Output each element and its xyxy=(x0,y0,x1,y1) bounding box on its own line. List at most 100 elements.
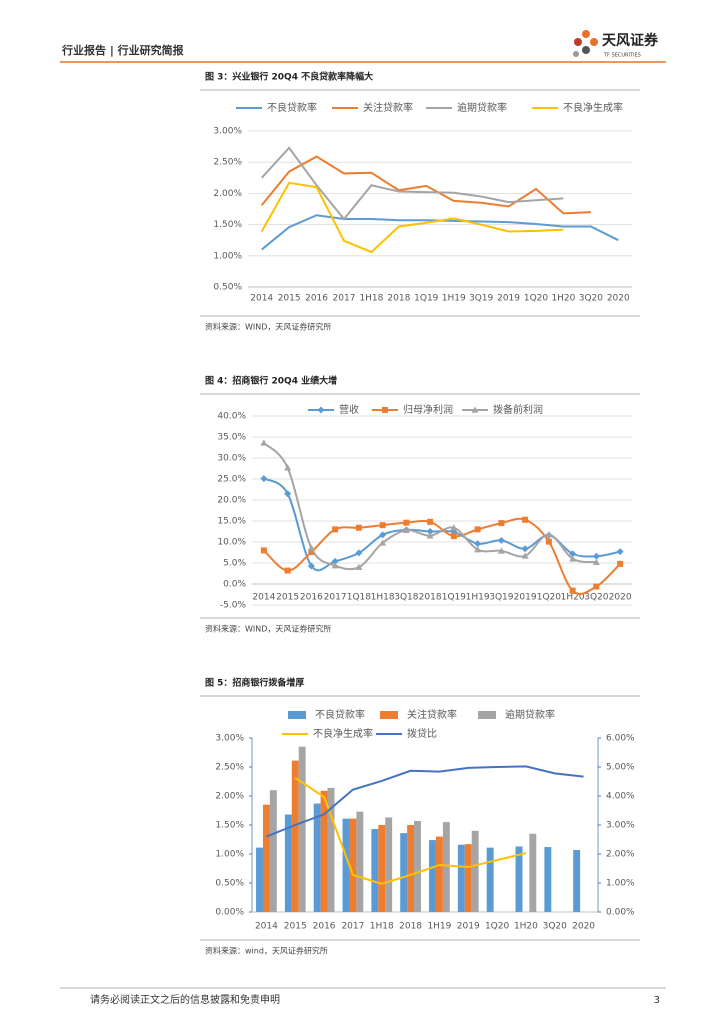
x-tick-label: 2015 xyxy=(284,922,307,932)
line xyxy=(260,155,591,215)
marker xyxy=(450,533,457,540)
x-tick-label: 2016 xyxy=(300,593,323,603)
bar xyxy=(256,847,263,912)
x-tick-label: 2020 xyxy=(607,294,630,304)
bar xyxy=(442,822,450,912)
bar xyxy=(407,825,415,912)
y-tick-label: 0.50% xyxy=(213,283,242,293)
marker xyxy=(616,548,624,556)
marker xyxy=(284,490,292,498)
y2-tick-label: 2.00% xyxy=(606,850,635,860)
marker xyxy=(307,562,315,570)
chart-source: 资料来源：WIND，天风证券研究所 xyxy=(205,322,331,332)
y-tick-label: 35.0% xyxy=(217,433,246,443)
marker xyxy=(379,531,387,539)
marker xyxy=(284,567,291,574)
x-tick-label: 2014 xyxy=(252,593,275,603)
y-tick-label: 30.0% xyxy=(217,454,246,464)
bar xyxy=(298,746,306,912)
bar xyxy=(269,790,277,912)
marker xyxy=(426,528,434,535)
y-tick-label: 3.00% xyxy=(213,127,242,137)
y-tick-label: 3.00% xyxy=(215,734,244,744)
bar xyxy=(435,836,443,912)
legend-label: 关注贷款率 xyxy=(363,101,413,114)
marker xyxy=(474,540,482,548)
x-tick-label: 3Q19 xyxy=(469,294,494,304)
marker xyxy=(307,544,315,551)
y-tick-label: 1.50% xyxy=(213,220,242,230)
x-tick-label: 1H18 xyxy=(371,593,395,603)
bar xyxy=(414,820,421,912)
bar xyxy=(471,830,479,912)
bar xyxy=(486,847,494,912)
x-tick-label: 2019 xyxy=(514,593,537,603)
bar xyxy=(457,844,465,912)
marker xyxy=(379,539,387,546)
legend-label: 不良净生成率 xyxy=(313,727,373,740)
y-tick-label: 25.0% xyxy=(217,475,246,485)
x-tick-label: 2019 xyxy=(457,922,480,932)
legend-swatch xyxy=(380,711,398,719)
bar xyxy=(371,829,379,912)
chart-source: 资料来源：wind，天风证券研究所 xyxy=(205,946,328,956)
x-tick-label: 1H19 xyxy=(442,294,466,304)
logo-subtext: TF SECURITIES xyxy=(603,53,641,59)
x-tick-label: 1H20 xyxy=(514,922,538,932)
y2-tick-label: 1.00% xyxy=(606,879,635,889)
line xyxy=(260,146,564,221)
legend-label: 不良贷款率 xyxy=(267,101,317,114)
logo-text: 天风证券 xyxy=(602,32,659,49)
x-tick-label: 1H18 xyxy=(370,922,394,932)
x-tick-label: 2016 xyxy=(313,922,336,932)
legend-swatch xyxy=(288,711,306,719)
bar xyxy=(291,760,299,912)
y-tick-label: 20.0% xyxy=(217,496,246,506)
logo-icon xyxy=(573,30,598,57)
x-tick-label: 2019 xyxy=(497,294,520,304)
y-tick-label: 2.50% xyxy=(213,158,242,168)
x-tick-label: 1Q20 xyxy=(485,922,510,932)
header-title: 行业报告 | 行业研究简报 xyxy=(61,43,185,57)
marker xyxy=(355,524,362,531)
y-tick-label: 0.0% xyxy=(223,580,246,590)
chart-title: 图 5：招商银行拨备增厚 xyxy=(205,677,304,689)
x-tick-label: 3Q19 xyxy=(489,593,514,603)
x-tick-label: 1H19 xyxy=(427,922,451,932)
marker xyxy=(522,516,529,523)
marker xyxy=(355,549,363,557)
marker xyxy=(521,545,529,553)
legend-label: 关注贷款率 xyxy=(407,708,457,721)
marker xyxy=(545,530,553,538)
legend-label: 拨贷比 xyxy=(407,727,437,740)
y2-tick-label: 0.00% xyxy=(606,908,635,918)
marker xyxy=(497,536,505,544)
bar xyxy=(385,817,393,912)
x-tick-label: 1H20 xyxy=(551,294,575,304)
marker xyxy=(569,587,576,594)
chart-title: 图 3：兴业银行 20Q4 不良贷款率降幅大 xyxy=(205,71,373,83)
chart-title: 图 4：招商银行 20Q4 业绩大增 xyxy=(205,375,337,387)
x-tick-label: 1Q20 xyxy=(524,294,549,304)
marker xyxy=(569,550,577,558)
bar xyxy=(349,818,357,912)
x-tick-label: 2017 xyxy=(341,922,364,932)
x-tick-label: 2016 xyxy=(305,294,328,304)
marker xyxy=(592,558,600,565)
marker xyxy=(592,552,600,560)
bar xyxy=(356,811,364,912)
x-tick-label: 3Q20 xyxy=(579,294,604,304)
marker xyxy=(284,464,292,471)
y-tick-label: 40.0% xyxy=(217,412,246,422)
y-tick-label: 5.0% xyxy=(223,559,246,569)
legend-label: 不良贷款率 xyxy=(315,708,365,721)
bar xyxy=(573,849,581,912)
marker xyxy=(569,555,577,562)
marker xyxy=(617,560,624,567)
x-tick-label: 2015 xyxy=(278,294,301,304)
line xyxy=(294,777,527,885)
marker xyxy=(521,552,529,559)
